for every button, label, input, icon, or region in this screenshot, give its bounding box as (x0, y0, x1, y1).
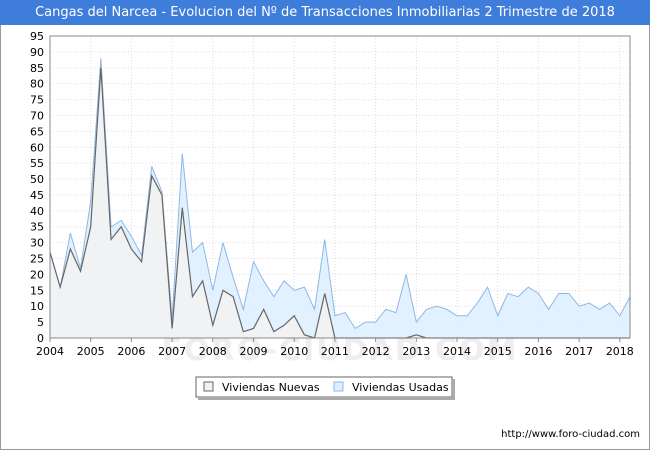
y-tick-label: 5 (37, 316, 44, 329)
y-tick-label: 95 (30, 30, 44, 43)
x-tick-label: 2010 (280, 345, 308, 358)
y-tick-label: 20 (30, 268, 44, 281)
legend-swatch-viviendas-usadas (333, 381, 344, 392)
y-tick-label: 30 (30, 237, 44, 250)
x-tick-label: 2017 (565, 345, 593, 358)
y-tick-label: 0 (37, 332, 44, 345)
x-tick-label: 2013 (402, 345, 430, 358)
y-tick-label: 60 (30, 141, 44, 154)
y-tick-label: 40 (30, 205, 44, 218)
series-line-viviendas-usadas (49, 58, 631, 330)
x-tick-label: 2006 (117, 345, 145, 358)
y-tick-label: 10 (30, 300, 44, 313)
y-tick-label: 25 (30, 253, 44, 266)
y-tick-label: 70 (30, 109, 44, 122)
legend-label-viviendas-nuevas: Viviendas Nuevas (222, 381, 320, 394)
x-tick-label: 2011 (321, 345, 349, 358)
legend-shadow-bottom (198, 397, 455, 400)
plot-area-border (49, 35, 631, 339)
y-tick-label: 75 (30, 94, 44, 107)
x-tick-label: 2014 (443, 345, 471, 358)
legend-swatch-viviendas-nuevas (203, 381, 214, 392)
x-tick-label: 2012 (362, 345, 390, 358)
y-tick-label: 55 (30, 157, 44, 170)
x-tick-label: 2015 (484, 345, 512, 358)
y-tick-label: 80 (30, 78, 44, 91)
y-tick-label: 50 (30, 173, 44, 186)
series-area-viviendas-nuevas (50, 67, 630, 338)
x-tick-label: 2005 (77, 345, 105, 358)
y-tick-label: 15 (30, 284, 44, 297)
y-tick-label: 35 (30, 221, 44, 234)
chart-title: Cangas del Narcea - Evolucion del Nº de … (0, 0, 650, 25)
y-tick-label: 65 (30, 125, 44, 138)
source-url: http://www.foro-ciudad.com (501, 429, 640, 440)
x-tick-label: 2008 (199, 345, 227, 358)
x-tick-label: 2016 (524, 345, 552, 358)
series-area-viviendas-usadas (50, 58, 630, 338)
x-tick-label: 2004 (36, 345, 64, 358)
x-tick-label: 2018 (606, 345, 634, 358)
x-tick-label: 2007 (158, 345, 186, 358)
legend: Viviendas Nuevas Viviendas Usadas (195, 376, 455, 400)
y-tick-label: 45 (30, 189, 44, 202)
legend-shadow (452, 379, 455, 399)
legend-label-viviendas-usadas: Viviendas Usadas (352, 381, 449, 394)
x-tick-label: 2009 (240, 345, 268, 358)
y-tick-label: 90 (30, 46, 44, 59)
y-tick-label: 85 (30, 62, 44, 75)
